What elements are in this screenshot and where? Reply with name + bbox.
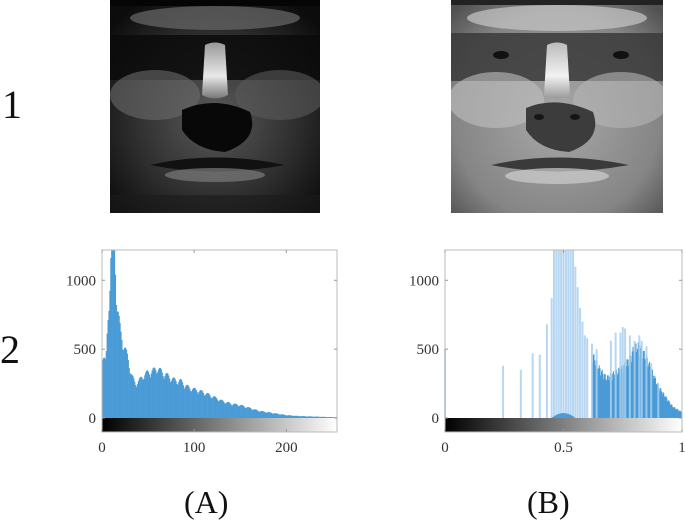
- axes-box: [101, 249, 338, 433]
- equalized-face-image: [451, 0, 663, 213]
- grayscale-colorbar: [102, 418, 337, 432]
- histogram-a: 0 500 1000 0 100 200: [66, 249, 338, 456]
- x-tick-label: 0: [98, 440, 106, 456]
- x-tick-label: 0: [441, 440, 449, 456]
- y-tick-label: 500: [74, 342, 97, 358]
- y-tick-label: 0: [432, 411, 440, 427]
- panel-label-a: (A): [184, 484, 229, 520]
- x-tick-label: 0.5: [554, 440, 573, 456]
- grayscale-colorbar: [445, 418, 682, 432]
- x-tick-label: 1: [678, 440, 685, 456]
- row-label-1: 1: [2, 82, 22, 127]
- histogram-b: 0 500 1000 0 0.5 1: [409, 249, 685, 456]
- original-face-image: [110, 0, 320, 213]
- panel-label-b: (B): [527, 484, 570, 520]
- y-tick-label: 1000: [66, 273, 96, 289]
- x-tick-label: 200: [275, 440, 298, 456]
- y-tick-label: 1000: [409, 273, 439, 289]
- y-tick-label: 500: [417, 342, 440, 358]
- x-tick-label: 100: [183, 440, 206, 456]
- row-label-2: 2: [0, 327, 20, 372]
- y-tick-label: 0: [89, 411, 97, 427]
